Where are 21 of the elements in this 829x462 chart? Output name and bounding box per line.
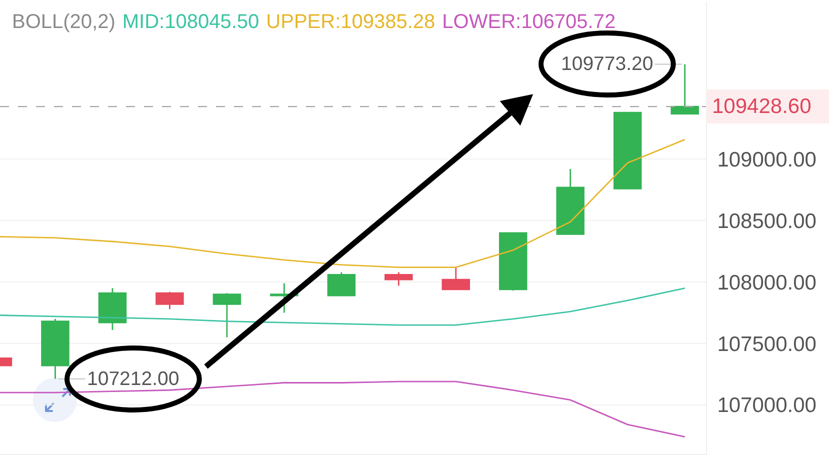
candlestick	[384, 272, 413, 286]
text: MID:108045.50	[122, 11, 260, 33]
candlestick	[442, 266, 470, 290]
candlestick	[556, 168, 584, 235]
text: UPPER:109385.28	[266, 11, 436, 33]
candlestick	[212, 292, 242, 338]
legend-title: BOLL(20,2)	[12, 11, 116, 33]
y-tick-label: 107000.00	[717, 394, 816, 418]
y-tick-label: 108500.00	[717, 210, 816, 233]
y-tick-label: 108000.00	[717, 271, 816, 294]
y-tick-label: 109000.00	[717, 148, 816, 172]
candlestick	[98, 287, 127, 331]
annotation: 109773.20	[561, 53, 654, 75]
y-tick-label: 107500.00	[717, 332, 816, 356]
candlestick	[156, 291, 184, 310]
candlestick	[327, 272, 356, 296]
text: LOWER:106705.72	[442, 11, 616, 33]
candlestick	[613, 112, 642, 190]
candlestick	[498, 232, 528, 292]
ref-line-label: 109428.60	[712, 95, 812, 118]
annotation: 107212.00	[87, 368, 180, 390]
